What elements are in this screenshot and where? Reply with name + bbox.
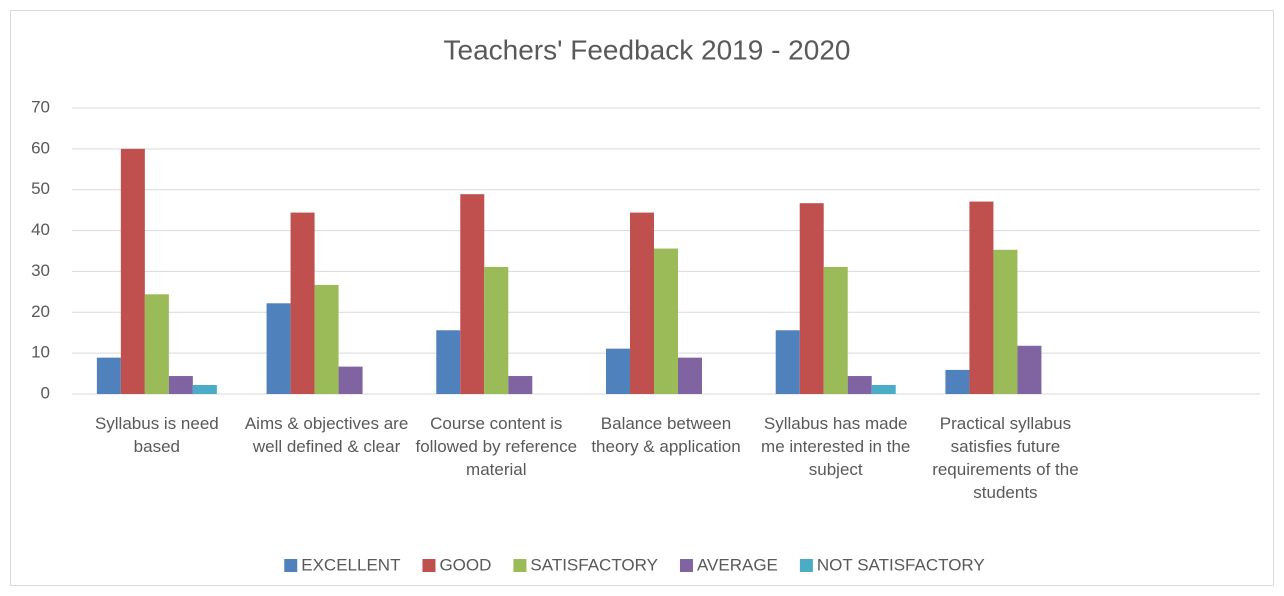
bar (338, 366, 363, 394)
bar (630, 212, 654, 394)
bar (120, 148, 145, 394)
bar (168, 376, 193, 394)
bar (654, 248, 678, 394)
y-tick-label: 70 (31, 97, 50, 116)
x-tick-label: Syllabus is need based (94, 414, 219, 456)
y-tick-label: 10 (31, 343, 50, 362)
bar (192, 385, 217, 394)
y-tick-label: 0 (41, 383, 50, 402)
bar (775, 330, 800, 394)
legend-label: EXCELLENT (301, 555, 400, 574)
x-tick-label: Balance between theory & application (591, 414, 741, 456)
legend-swatch (422, 559, 436, 572)
bar (484, 266, 509, 394)
legend-label: AVERAGE (697, 555, 778, 574)
bar (460, 194, 485, 394)
bar (436, 330, 461, 394)
x-tick-label: Aims & objectives are well defined & cle… (244, 414, 409, 456)
bar (144, 294, 169, 394)
legend-label: SATISFACTORY (530, 555, 658, 574)
x-tick-label: Syllabus has made me interested in the s… (761, 414, 911, 479)
bar (945, 369, 970, 394)
y-tick-label: 30 (31, 261, 50, 280)
bar (606, 348, 630, 394)
legend-label: NOT SATISFACTORY (817, 555, 985, 574)
bar (871, 385, 896, 394)
bar (314, 284, 339, 394)
bar (799, 203, 824, 394)
x-tick-label: Course content is followed by reference … (415, 414, 578, 479)
x-tick-label: Practical syllabus satisfies future requ… (932, 414, 1079, 502)
bar (823, 266, 848, 394)
legend-swatch (679, 559, 693, 572)
y-tick-label: 40 (31, 220, 50, 239)
y-tick-label: 50 (31, 179, 50, 198)
bar (847, 376, 872, 394)
bar (993, 249, 1018, 394)
bar (508, 376, 533, 394)
bar (266, 303, 291, 394)
legend-swatch (513, 559, 527, 572)
legend-label: GOOD (439, 555, 491, 574)
bar (96, 357, 121, 394)
legend-swatch (799, 559, 813, 572)
chart-title: Teachers' Feedback 2019 - 2020 (444, 34, 851, 65)
bar (678, 357, 702, 394)
y-tick-label: 60 (31, 138, 50, 157)
bar (290, 212, 315, 394)
legend-swatch (284, 559, 298, 572)
bar (969, 201, 994, 394)
y-tick-label: 20 (31, 302, 50, 321)
bar (1017, 345, 1042, 394)
